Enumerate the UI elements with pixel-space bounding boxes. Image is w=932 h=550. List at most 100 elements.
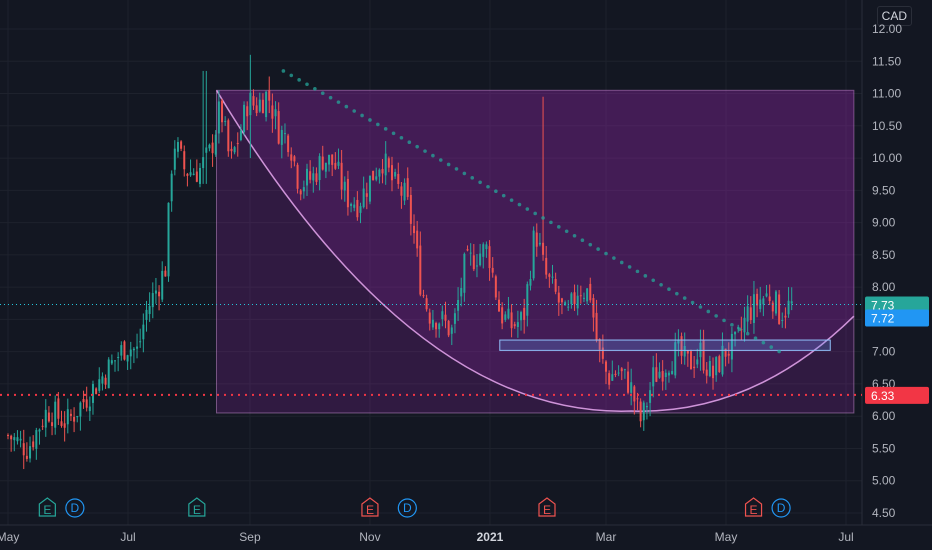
earnings-marker-label: E [543, 503, 551, 517]
trend-dot [446, 162, 451, 167]
candle-body [787, 300, 790, 315]
y-tick-label: 4.50 [872, 506, 896, 520]
candle-body [110, 360, 113, 364]
candle-body [538, 242, 541, 245]
trend-dot [777, 349, 781, 354]
candle-body [73, 416, 76, 422]
candle-body [208, 144, 211, 149]
candle-body [271, 105, 274, 119]
candle-body [667, 372, 670, 376]
x-axis[interactable]: May Jul Sep Nov 2021 Mar May Jul [0, 530, 854, 544]
candle-body [7, 434, 9, 436]
candle-body [120, 345, 123, 356]
candle-body [283, 133, 286, 135]
candle-body [513, 324, 516, 327]
candle-body [299, 190, 302, 195]
earnings-marker-label: E [43, 503, 51, 517]
candle-body [605, 361, 608, 372]
y-tick-label: 12.00 [872, 22, 902, 36]
y-tick-label: 11.50 [872, 54, 901, 68]
trend-dot [360, 113, 364, 118]
candle-body [170, 173, 173, 202]
overlays[interactable] [0, 69, 862, 396]
candle-body [542, 242, 545, 255]
candle-body [686, 350, 689, 354]
candle-body [198, 167, 201, 184]
candle-body [356, 199, 359, 218]
candle-body [721, 345, 724, 375]
trend-dot [580, 238, 585, 243]
candle-body [227, 120, 230, 152]
candle-body [724, 348, 727, 357]
candle-body [790, 301, 793, 304]
currency-label[interactable]: CAD [876, 6, 912, 26]
candle-body [636, 398, 639, 400]
trend-dot [328, 95, 333, 100]
candle-body [551, 276, 554, 278]
candle-body [306, 168, 309, 186]
candle-body [573, 292, 576, 304]
candle-body [756, 293, 759, 306]
candle-body [132, 348, 135, 351]
candle-body [44, 409, 47, 428]
candle-body [290, 154, 293, 161]
y-tick-label: 9.00 [872, 216, 896, 230]
candle-body [611, 374, 614, 381]
candle-body [145, 309, 148, 320]
candles [7, 54, 793, 470]
trend-dot [470, 176, 475, 180]
candle-body [384, 153, 387, 176]
y-tick-label: 11.00 [872, 87, 901, 101]
trend-dot [753, 336, 758, 340]
candle-body [340, 162, 343, 190]
candle-body [614, 373, 617, 375]
cup-pattern[interactable] [215, 89, 855, 414]
candle-body [158, 291, 161, 297]
candle-body [633, 386, 636, 402]
candle-body [79, 402, 82, 417]
dividend-marker [397, 498, 417, 518]
candle-body [737, 326, 740, 330]
candle-body [406, 178, 409, 197]
trend-dot [289, 73, 294, 78]
candle-body [532, 230, 535, 279]
candle-body [778, 294, 781, 325]
candle-body [346, 178, 349, 208]
candle-body [469, 252, 472, 254]
trend-dot [509, 198, 514, 202]
earnings-marker [361, 497, 379, 517]
candle-body [592, 298, 595, 318]
candle-body [696, 359, 699, 365]
trend-dot [376, 122, 380, 127]
trend-dot [352, 109, 357, 113]
candle-body [746, 306, 749, 322]
candle-body [771, 302, 774, 312]
candle-body [19, 438, 22, 441]
y-axis[interactable]: 12.00 11.50 11.00 10.50 10.00 9.50 9.00 8.50 8.0… [872, 22, 902, 520]
trend-dot [281, 69, 286, 73]
cup-curve [215, 89, 855, 412]
trend-dot [572, 233, 577, 238]
trend-dot [612, 256, 616, 260]
candle-body [85, 399, 88, 408]
candle-body [41, 425, 44, 427]
candle-body [545, 257, 548, 275]
candle-body [743, 317, 746, 333]
dividend-marker-label: D [71, 501, 80, 515]
trend-dot [690, 300, 695, 305]
candle-body [718, 356, 721, 372]
candle-body [579, 295, 582, 297]
candle-body [466, 249, 469, 251]
candle-body [630, 382, 633, 393]
trend-dot [368, 118, 372, 122]
candle-body [195, 171, 198, 182]
trend-dot [588, 242, 593, 247]
candle-body [560, 298, 563, 303]
candle-body [620, 368, 623, 372]
candle-body [447, 320, 450, 336]
candle-body [202, 157, 205, 169]
candle-body [136, 346, 139, 349]
price-tag-value: 6.33 [871, 389, 895, 403]
